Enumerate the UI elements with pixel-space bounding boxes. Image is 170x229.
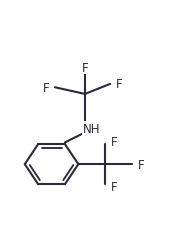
Text: F: F [42, 81, 49, 94]
Text: F: F [111, 180, 118, 194]
Text: NH: NH [83, 122, 100, 135]
Text: F: F [111, 136, 118, 148]
Text: F: F [116, 78, 123, 91]
Text: F: F [82, 61, 88, 74]
Text: F: F [138, 158, 144, 171]
